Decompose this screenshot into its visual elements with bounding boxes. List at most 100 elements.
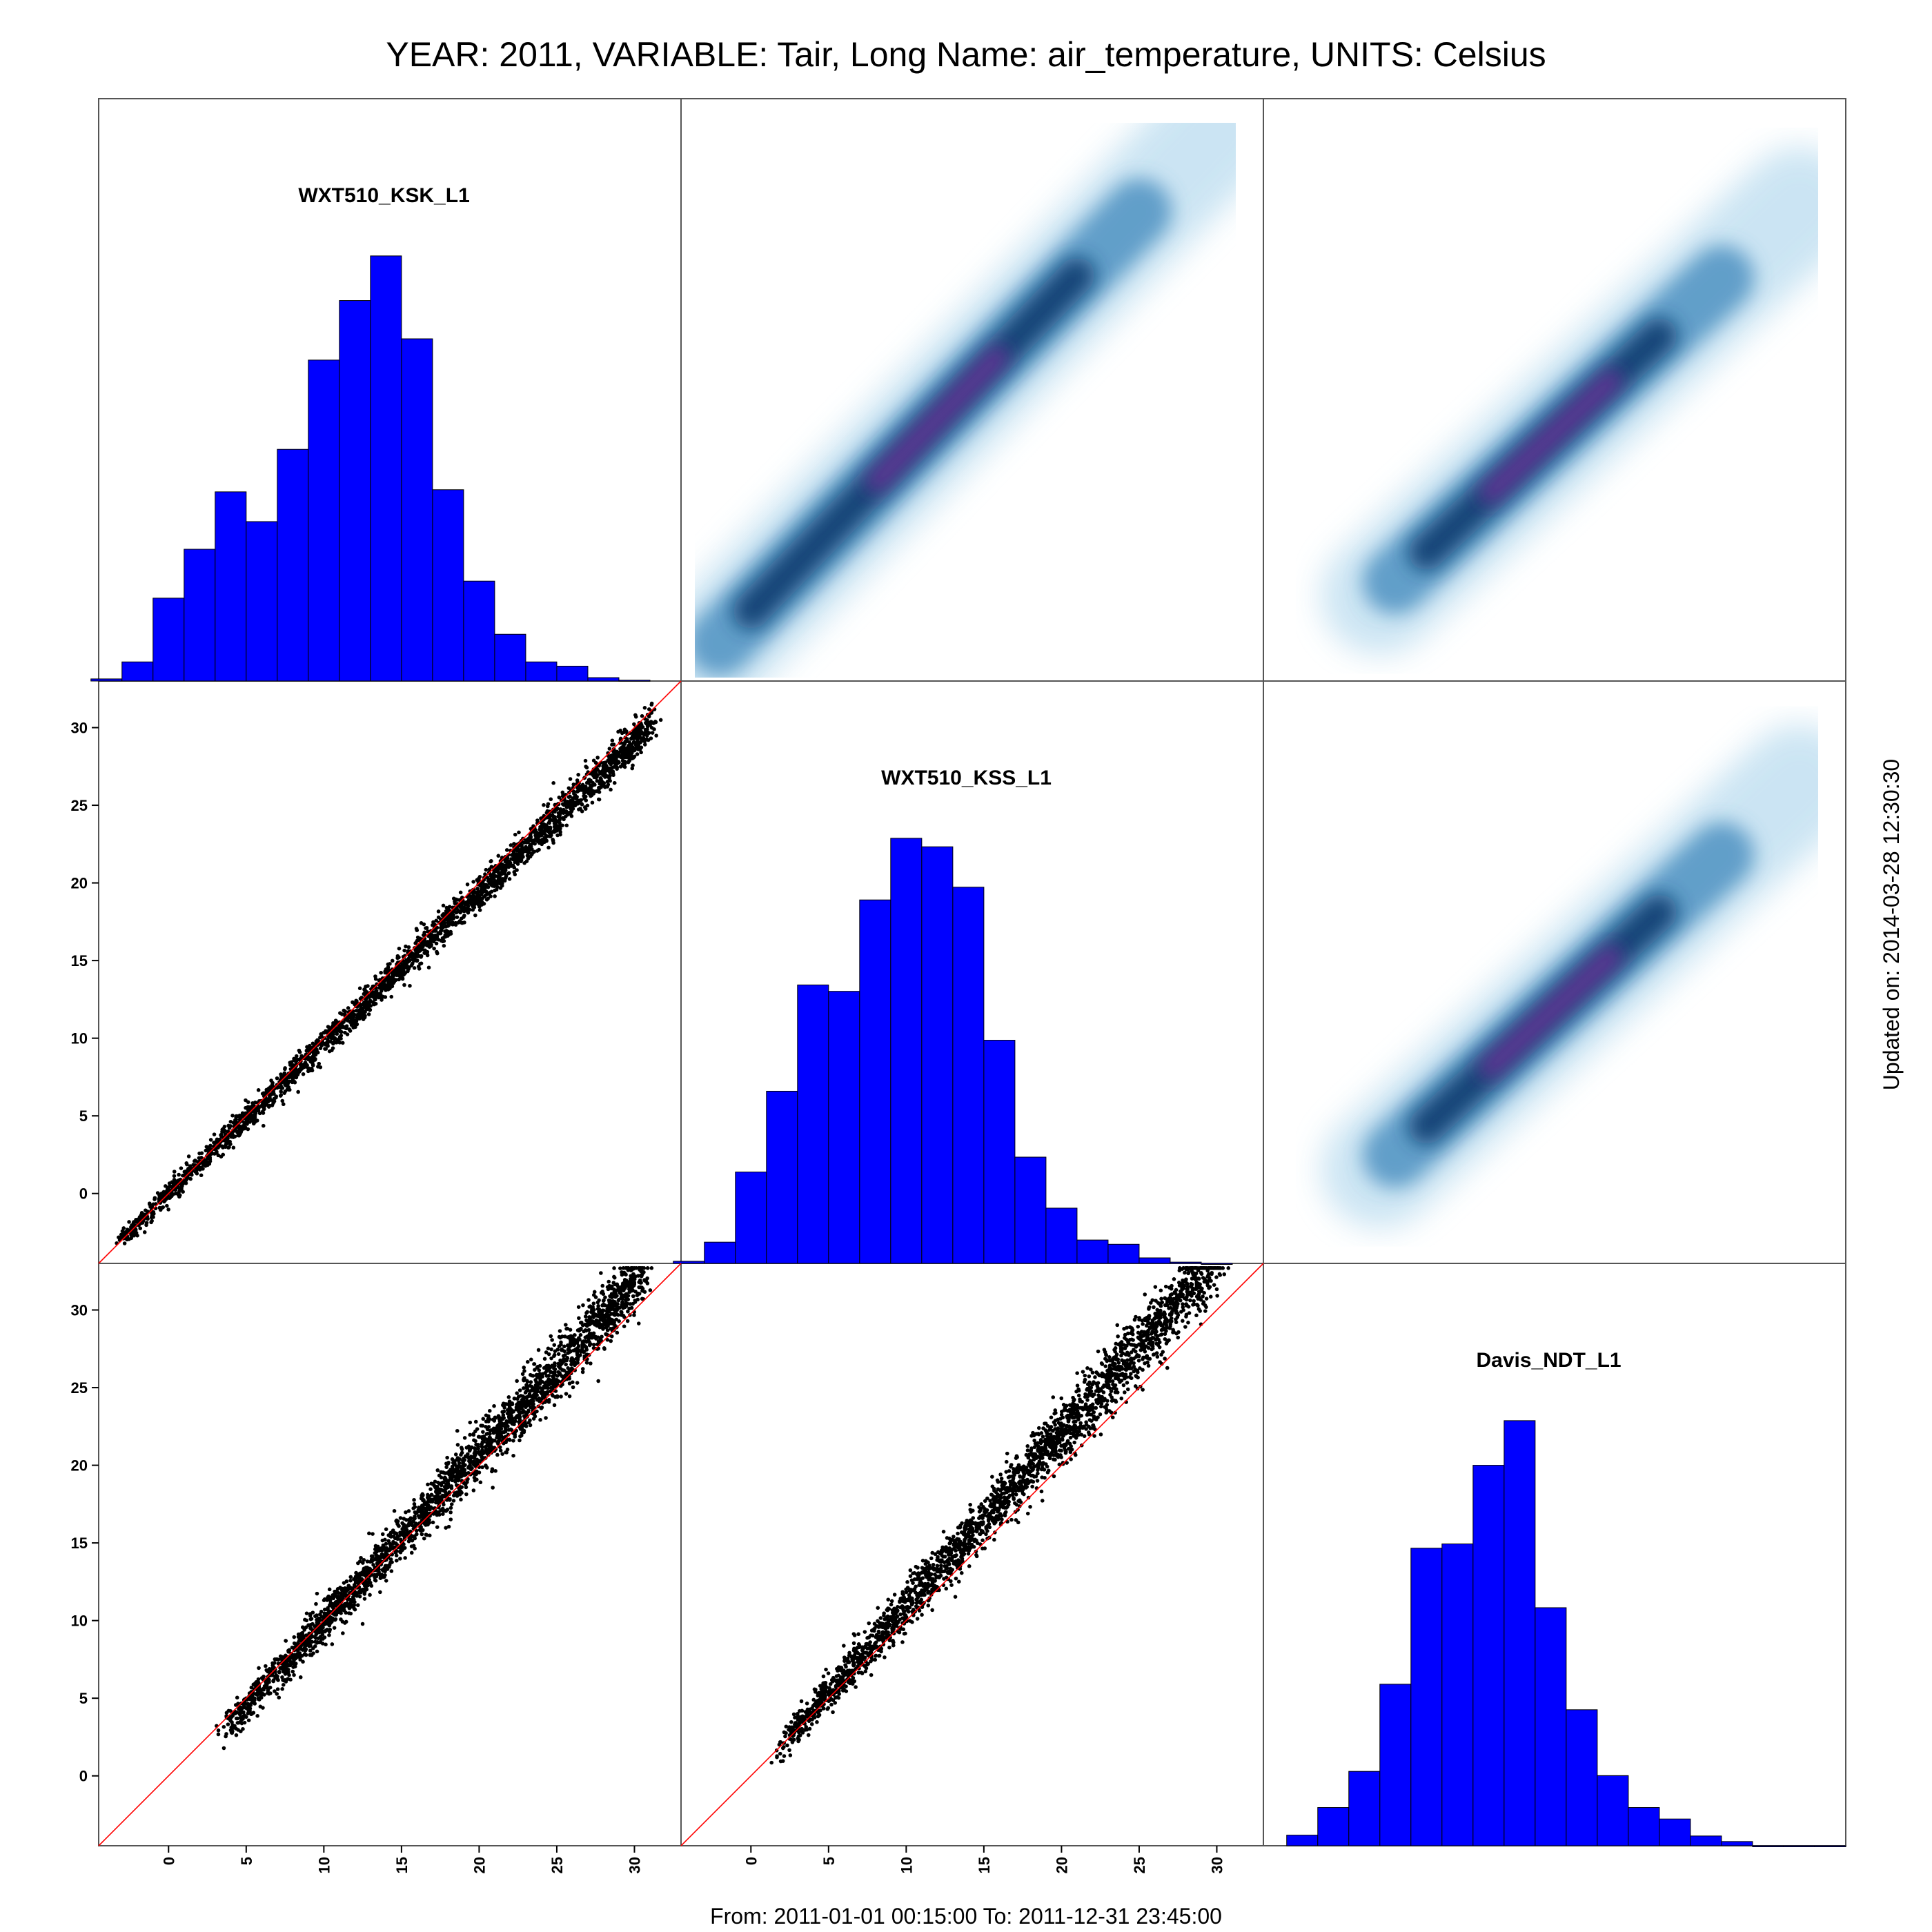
histogram-bar: [704, 1241, 736, 1264]
histogram-bar: [1659, 1818, 1691, 1846]
histogram-bar: [1286, 1835, 1319, 1846]
histogram-bar: [121, 661, 154, 682]
density-layer: [695, 123, 1236, 678]
density-Davis_NDT_L1-vs-WXT510_KSS_L1: [1321, 724, 1818, 1228]
histogram-bar: [370, 255, 402, 682]
y-axis-row-1: 0 5 10 15 20 25 30: [71, 720, 99, 1203]
histogram-bar: [859, 899, 891, 1264]
x-tick-label: 15: [393, 1857, 411, 1873]
histogram-bar: [90, 678, 123, 682]
histogram-bar: [1566, 1709, 1598, 1846]
histogram-bar: [1138, 1257, 1171, 1264]
y-tick-label: 25: [71, 797, 88, 814]
histogram-bar: [1690, 1835, 1722, 1846]
y-tick-label: 10: [71, 1613, 88, 1630]
y-tick-label: 20: [71, 1457, 88, 1475]
histogram-bar: [952, 887, 985, 1264]
y-tick-label: 0: [79, 1185, 88, 1203]
histogram-bar: [152, 598, 185, 682]
scatter-points: [215, 1266, 654, 1751]
y-axis-row-2: 0 5 10 15 20 25 30: [71, 1302, 99, 1785]
histogram-bar: [308, 359, 340, 682]
histogram-bar: [1201, 1263, 1233, 1265]
x-tick-label: 30: [626, 1857, 643, 1873]
histogram-bar: [921, 846, 954, 1264]
histogram-bar: [587, 677, 620, 682]
y-tick-label: 0: [79, 1768, 88, 1785]
histogram-bar: [1410, 1548, 1443, 1846]
histogram-bar: [1014, 1156, 1047, 1264]
density-core: [1479, 946, 1622, 1078]
histogram-bar: [766, 1090, 798, 1264]
variable-label-WXT510_KSK_L1: WXT510_KSK_L1: [298, 184, 469, 207]
histogram-bar: [890, 838, 923, 1264]
y-tick-label: 5: [79, 1690, 88, 1707]
histogram-bar: [1504, 1420, 1536, 1846]
x-tick-label: 20: [471, 1857, 488, 1873]
scatter-points: [769, 1266, 1231, 1765]
histogram-bar: [494, 633, 526, 682]
x-tick-label: 5: [238, 1857, 255, 1865]
histogram-bar: [735, 1172, 767, 1264]
variable-label-Davis_NDT_L1: Davis_NDT_L1: [1477, 1349, 1621, 1372]
x-tick-label: 0: [742, 1857, 760, 1865]
histogram-bar: [556, 665, 589, 682]
footer-date-range: From: 2011-01-01 00:15:00 To: 2011-12-31…: [710, 1904, 1222, 1929]
density-layer: [1321, 724, 1818, 1228]
scatter-WXT510_KSS_L1-vs-Davis_NDT_L1: [680, 1263, 1264, 1846]
y-tick-label: 30: [71, 720, 88, 737]
histogram-bar: [215, 491, 247, 682]
histogram-Davis_NDT_L1: [1286, 1420, 1846, 1847]
histogram-bar: [1814, 1845, 1846, 1847]
histogram-bar: [339, 300, 371, 682]
histogram-bar: [1076, 1239, 1109, 1264]
y-tick-label: 10: [71, 1030, 88, 1047]
identity-line: [98, 1263, 682, 1846]
histogram-WXT510_KSS_L1: [673, 838, 1233, 1265]
density-core: [866, 346, 1009, 493]
x-tick-label: 10: [898, 1857, 915, 1873]
y-tick-label: 15: [71, 1535, 88, 1552]
histogram-bar: [1107, 1243, 1140, 1264]
histogram-bar: [525, 661, 558, 682]
histogram-bar: [1045, 1208, 1078, 1264]
histogram-bar: [1170, 1261, 1202, 1264]
density-WXT510_KSS_L1-vs-WXT510_KSK_L1: [695, 123, 1236, 678]
histogram-bar: [246, 521, 278, 682]
histogram-bar: [463, 580, 495, 682]
histogram-bar: [1721, 1841, 1753, 1846]
x-tick-label: 15: [976, 1857, 993, 1873]
density-layer: [1321, 147, 1818, 655]
histogram-bar: [618, 680, 651, 682]
histogram-bar: [828, 991, 860, 1264]
x-axis-col-0: 0 5 10 15 20 25 30: [160, 1846, 643, 1873]
y-tick-label: 30: [71, 1302, 88, 1319]
y-tick-label: 25: [71, 1379, 88, 1397]
histogram-bar: [1628, 1807, 1660, 1846]
histogram-bar: [1379, 1684, 1412, 1846]
histogram-bar: [277, 448, 309, 682]
variable-label-WXT510_KSS_L1: WXT510_KSS_L1: [881, 767, 1052, 789]
y-tick-label: 5: [79, 1107, 88, 1125]
histogram-bar: [1752, 1845, 1784, 1847]
x-tick-label: 20: [1053, 1857, 1070, 1873]
histogram-bar: [184, 549, 216, 682]
histogram-bar: [1783, 1845, 1815, 1847]
updated-timestamp: Updated on: 2014-03-28 12:30:30: [1879, 759, 1904, 1090]
histogram-bar: [797, 984, 829, 1264]
x-tick-label: 10: [315, 1857, 333, 1873]
x-tick-label: 0: [160, 1857, 177, 1865]
histogram-bar: [673, 1261, 705, 1264]
identity-line: [680, 1263, 1264, 1846]
x-axis-col-1: 0 5 10 15 20 25 30: [742, 1846, 1225, 1873]
x-tick-label: 5: [820, 1857, 838, 1865]
histogram-bar: [1535, 1607, 1567, 1846]
x-tick-label: 30: [1208, 1857, 1225, 1873]
x-tick-label: 25: [1131, 1857, 1148, 1873]
histogram-bar: [1317, 1807, 1350, 1846]
histogram-bar: [1348, 1771, 1381, 1846]
density-core: [1479, 370, 1622, 504]
histogram-WXT510_KSK_L1: [90, 255, 651, 682]
density-Davis_NDT_L1-vs-WXT510_KSK_L1: [1321, 147, 1818, 655]
